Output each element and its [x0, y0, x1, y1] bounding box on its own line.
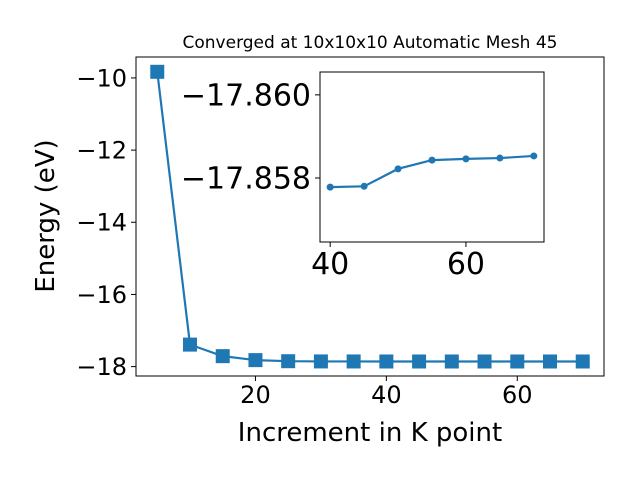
marker — [428, 156, 436, 164]
marker — [281, 354, 296, 369]
y-tick-label: −18 — [76, 353, 127, 381]
marker — [313, 354, 328, 369]
marker — [477, 354, 492, 369]
marker — [183, 337, 197, 352]
y-tick-label: −16 — [76, 281, 127, 309]
x-tick-label: 20 — [240, 381, 271, 409]
marker — [444, 354, 459, 369]
y-axis-label: Energy (eV) — [31, 139, 61, 292]
marker — [394, 165, 402, 173]
marker — [379, 354, 394, 369]
marker — [215, 349, 230, 364]
marker — [326, 183, 334, 191]
marker — [412, 354, 427, 369]
x-tick-label: 60 — [447, 247, 485, 282]
marker — [575, 354, 590, 369]
marker — [360, 182, 368, 190]
marker — [510, 354, 525, 369]
x-tick-label: 40 — [371, 381, 402, 409]
chart-title: Converged at 10x10x10 Automatic Mesh 45 — [183, 33, 558, 53]
marker — [462, 155, 470, 163]
y-tick-label: −17.860 — [181, 78, 311, 113]
marker — [496, 154, 504, 162]
marker — [248, 353, 263, 368]
y-tick-label: −14 — [76, 209, 127, 237]
marker — [543, 354, 557, 369]
marker — [530, 152, 538, 160]
x-axis-label: Increment in K point — [238, 418, 502, 448]
marker — [346, 354, 361, 369]
x-tick-label: 40 — [311, 247, 349, 282]
x-tick-label: 60 — [502, 381, 533, 409]
y-tick-label: −17.858 — [181, 161, 311, 196]
marker — [150, 64, 165, 79]
y-tick-label: −12 — [76, 137, 127, 165]
y-tick-label: −10 — [76, 64, 127, 92]
